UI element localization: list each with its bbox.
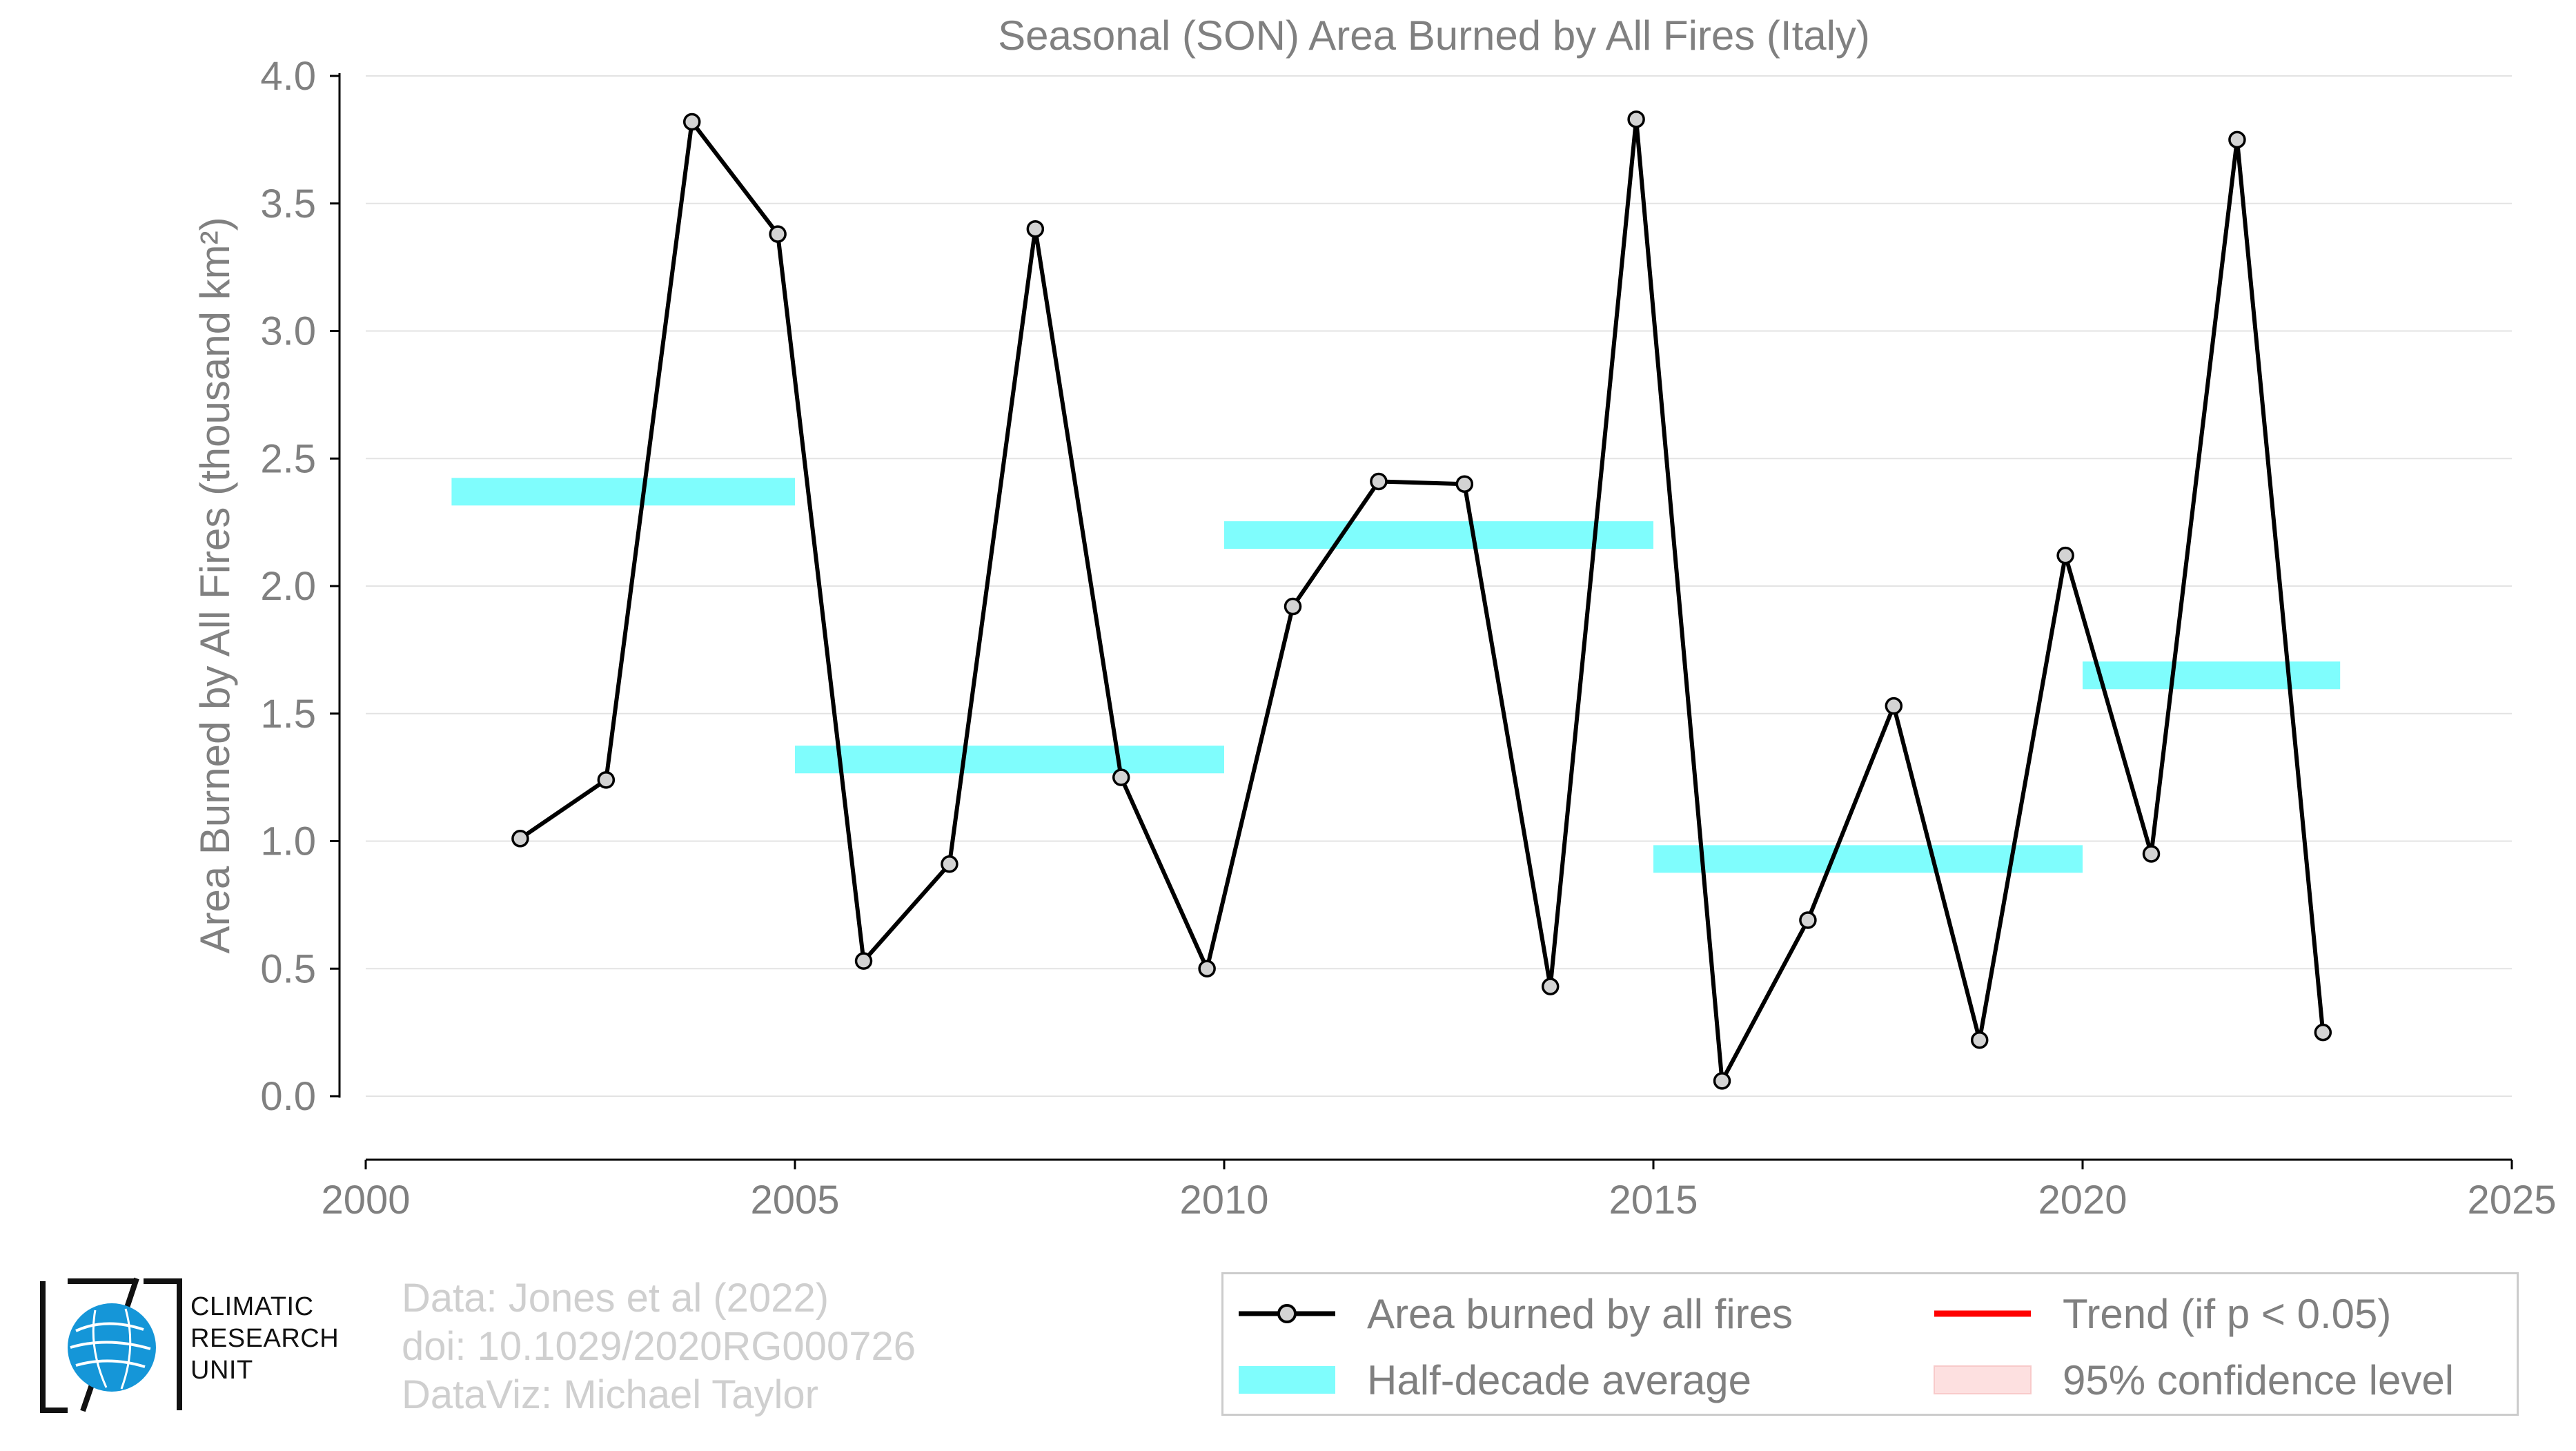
data-point-9: [1284, 597, 1302, 616]
credit-data-source: Data: Jones et al (2022): [402, 1276, 829, 1321]
y-tick-label-3: 1.5: [260, 692, 316, 737]
legend-label-area-burned: Area burned by all fires: [1367, 1290, 1793, 1337]
y-tick-label-6: 3.0: [260, 309, 316, 354]
chart: Seasonal (SON) Area Burned by All Fires …: [192, 12, 2557, 1223]
data-point-18: [2056, 546, 2074, 565]
cru-logo-line3: UNIT: [190, 1356, 253, 1385]
legend-swatch-confidence: [1934, 1365, 2032, 1394]
data-point-5: [941, 855, 958, 873]
data-point-4: [854, 952, 873, 970]
axes: [338, 73, 2512, 1161]
data-point-1: [597, 771, 616, 789]
cru-logo: CLIMATIC RESEARCH UNIT: [40, 1276, 371, 1421]
legend-label-half-decade: Half-decade average: [1367, 1356, 1752, 1403]
credit-dataviz: DataViz: Michael Taylor: [402, 1372, 818, 1417]
data-point-0: [511, 830, 529, 848]
data-point-15: [1799, 911, 1817, 929]
half-decade-bar-4: [2083, 661, 2341, 690]
data-point-6: [1026, 220, 1045, 238]
x-tick-label-2: 2010: [1179, 1178, 1268, 1223]
data-point-8: [1198, 960, 1216, 977]
legend-label-confidence: 95% confidence level: [2063, 1356, 2455, 1403]
y-tick-label-8: 4.0: [260, 54, 316, 99]
x-tick-label-4: 2020: [2038, 1178, 2127, 1223]
legend-item-confidence: 95% confidence level: [1933, 1356, 2454, 1404]
half-decade-bar-0: [451, 478, 795, 506]
x-tick-label-1: 2005: [750, 1178, 839, 1223]
data-point-10: [1370, 472, 1388, 491]
data-point-3: [769, 225, 787, 243]
data-point-16: [1885, 697, 1903, 715]
y-tick-label-5: 2.5: [260, 436, 316, 481]
half-decade-average-bars: [451, 478, 2341, 873]
y-tick-label-4: 2.0: [260, 564, 316, 609]
data-point-2: [682, 113, 701, 131]
data-point-20: [2228, 130, 2246, 149]
legend: Area burned by all fires Trend (if p < 0…: [1221, 1272, 2519, 1416]
half-decade-bar-3: [1653, 845, 2083, 873]
cru-logo-icon: [40, 1277, 182, 1413]
series-line-0: [519, 117, 2326, 1083]
half-decade-bar-1: [795, 746, 1224, 774]
data-point-14: [1713, 1072, 1731, 1090]
cru-logo-line1: CLIMATIC: [190, 1292, 314, 1321]
data-point-21: [2314, 1023, 2332, 1042]
x-ticks: 2000 2005 2010 2015 2020 2025: [321, 1160, 2557, 1223]
data-point-7: [1112, 768, 1130, 786]
y-tick-label-1: 0.5: [260, 946, 316, 991]
data-point-17: [1970, 1031, 1989, 1049]
data-point-13: [1627, 110, 1645, 128]
y-tick-label-7: 3.5: [260, 182, 316, 226]
credit-doi: doi: 10.1029/2020RG000726: [402, 1324, 916, 1369]
half-decade-bar-2: [1224, 521, 1653, 549]
data-credits: Data: Jones et al (2022) doi: 10.1029/20…: [402, 1274, 916, 1419]
series-area-burned: [511, 110, 2332, 1090]
data-point-12: [1541, 977, 1560, 995]
legend-item-area-burned: Area burned by all fires: [1237, 1289, 1793, 1338]
y-ticks: 0.0 0.5 1.0 1.5 2.0 2.5 3.0 3.5 4.0: [260, 54, 340, 1119]
x-tick-label-3: 2015: [1609, 1178, 1698, 1223]
y-axis-label: Area Burned by All Fires (thousand km²): [192, 217, 238, 953]
legend-item-trend: Trend (if p < 0.05): [1933, 1289, 2391, 1338]
gridlines: [366, 75, 2512, 1097]
legend-item-half-decade: Half-decade average: [1237, 1356, 1751, 1404]
y-tick-label-2: 1.0: [260, 819, 316, 864]
legend-swatch-half-decade: [1239, 1366, 1335, 1394]
y-tick-label-0: 0.0: [260, 1074, 316, 1119]
cru-logo-line2: RESEARCH: [190, 1324, 340, 1353]
legend-swatch-trend: [1934, 1310, 2031, 1317]
legend-label-trend: Trend (if p < 0.05): [2063, 1290, 2392, 1337]
legend-swatch-line-marker: [1239, 1304, 1335, 1323]
data-point-11: [1455, 475, 1474, 493]
x-tick-label-5: 2025: [2467, 1178, 2556, 1223]
chart-title: Seasonal (SON) Area Burned by All Fires …: [998, 12, 1870, 59]
data-point-19: [2142, 845, 2161, 863]
cru-logo-text: CLIMATIC RESEARCH UNIT: [190, 1291, 339, 1386]
x-tick-label-0: 2000: [321, 1178, 410, 1223]
